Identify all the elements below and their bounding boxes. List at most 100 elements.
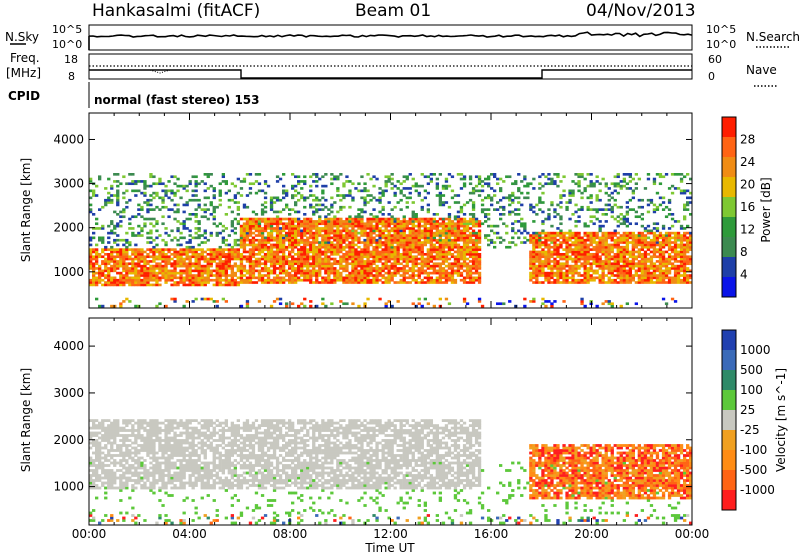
heatmap-cell — [92, 189, 96, 193]
heatmap-cell — [306, 255, 310, 259]
heatmap-cell — [278, 236, 283, 240]
heatmap-cell — [607, 264, 611, 268]
heatmap-cell — [345, 257, 349, 261]
heatmap-cell — [589, 220, 593, 223]
heatmap-cell — [622, 241, 627, 244]
heatmap-cell — [673, 255, 678, 259]
heatmap-cell — [384, 260, 388, 263]
heatmap-cell — [652, 231, 657, 235]
heatmap-cell — [333, 260, 337, 263]
heatmap-cell — [95, 271, 99, 275]
heatmap-cell — [676, 234, 681, 237]
heatmap-cell — [170, 189, 174, 193]
heatmap-cell — [342, 205, 346, 209]
heatmap-cell — [128, 257, 132, 261]
heatmap-cell — [387, 278, 391, 282]
heatmap-cell — [631, 276, 636, 280]
heatmap-cell — [562, 234, 566, 237]
heatmap-cell — [679, 257, 684, 261]
heatmap-cell — [595, 255, 599, 259]
heatmap-cell — [176, 276, 180, 280]
heatmap-cell — [282, 278, 286, 282]
heatmap-cell — [242, 205, 247, 209]
heatmap-cell — [574, 271, 578, 275]
heatmap-cell — [324, 173, 328, 176]
heatmap-cell — [278, 222, 283, 226]
heatmap-cell — [272, 276, 277, 280]
heatmap-cell — [342, 302, 346, 306]
heatmap-cell — [613, 262, 617, 266]
heatmap-cell — [679, 260, 684, 263]
heatmap-cell — [462, 243, 467, 247]
heatmap-cell — [176, 264, 180, 268]
heatmap-cell — [327, 250, 331, 254]
heatmap-cell — [330, 205, 334, 209]
heatmap-cell — [333, 217, 337, 221]
heatmap-cell — [529, 241, 533, 244]
heatmap-cell — [107, 177, 111, 181]
heatmap-cell — [646, 245, 651, 249]
heatmap-cell — [658, 245, 663, 249]
heatmap-cell — [592, 234, 596, 237]
heatmap-cell — [387, 274, 391, 277]
heatmap-cell — [167, 278, 171, 282]
heatmap-cell — [327, 264, 331, 268]
heatmap-cell — [484, 182, 488, 186]
heatmap-cell — [622, 231, 627, 235]
heatmap-cell — [583, 281, 587, 284]
heatmap-cell — [589, 264, 593, 268]
heatmap-cell — [140, 253, 144, 256]
heatmap-cell — [631, 264, 636, 268]
heatmap-cell — [456, 269, 461, 273]
heatmap-cell — [465, 236, 470, 240]
heatmap-cell — [628, 269, 633, 273]
heatmap-cell — [462, 177, 467, 181]
heatmap-cell — [553, 238, 557, 242]
heatmap-cell — [357, 238, 361, 242]
heatmap-cell — [598, 220, 602, 223]
heatmap-cell — [622, 260, 627, 263]
heatmap-cell — [402, 243, 406, 247]
heatmap-cell — [98, 276, 102, 280]
heatmap-cell — [526, 231, 530, 235]
heatmap-cell — [318, 241, 322, 244]
heatmap-cell — [321, 208, 325, 211]
heatmap-cell — [378, 196, 382, 200]
heatmap-cell — [191, 250, 195, 254]
heatmap-cell — [327, 262, 331, 266]
heatmap-cell — [405, 175, 409, 179]
heatmap-cell — [499, 187, 503, 190]
heatmap-cell — [309, 274, 313, 277]
heatmap-cell — [182, 281, 186, 284]
heatmap-cell — [658, 203, 663, 207]
heatmap-cell — [550, 302, 554, 306]
heatmap-cell — [616, 269, 620, 273]
heatmap-cell — [664, 205, 669, 209]
heatmap-cell — [266, 250, 271, 254]
heatmap-cell — [619, 222, 623, 226]
heatmap-cell — [550, 260, 554, 263]
heatmap-cell — [607, 302, 611, 306]
heatmap-cell — [520, 224, 524, 228]
heatmap-cell — [577, 245, 581, 249]
heatmap-cell — [562, 175, 566, 179]
heatmap-cell — [218, 255, 222, 259]
heatmap-cell — [131, 267, 135, 270]
heatmap-cell — [318, 271, 322, 275]
heatmap-cell — [568, 191, 572, 195]
heatmap-cell — [110, 264, 114, 268]
heatmap-cell — [285, 205, 289, 209]
heatmap-cell — [101, 250, 105, 254]
heatmap-cell — [604, 255, 608, 259]
heatmap-cell — [574, 234, 578, 237]
heatmap-cell — [465, 241, 470, 244]
heatmap-cell — [649, 255, 654, 259]
heatmap-cell — [107, 224, 111, 228]
heatmap-cell — [95, 276, 99, 280]
heatmap-cell — [423, 262, 428, 266]
heatmap-cell — [188, 238, 192, 242]
heatmap-cell — [257, 238, 262, 242]
heatmap-cell — [402, 222, 406, 226]
heatmap-cell — [616, 271, 620, 275]
heatmap-cell — [179, 255, 183, 259]
